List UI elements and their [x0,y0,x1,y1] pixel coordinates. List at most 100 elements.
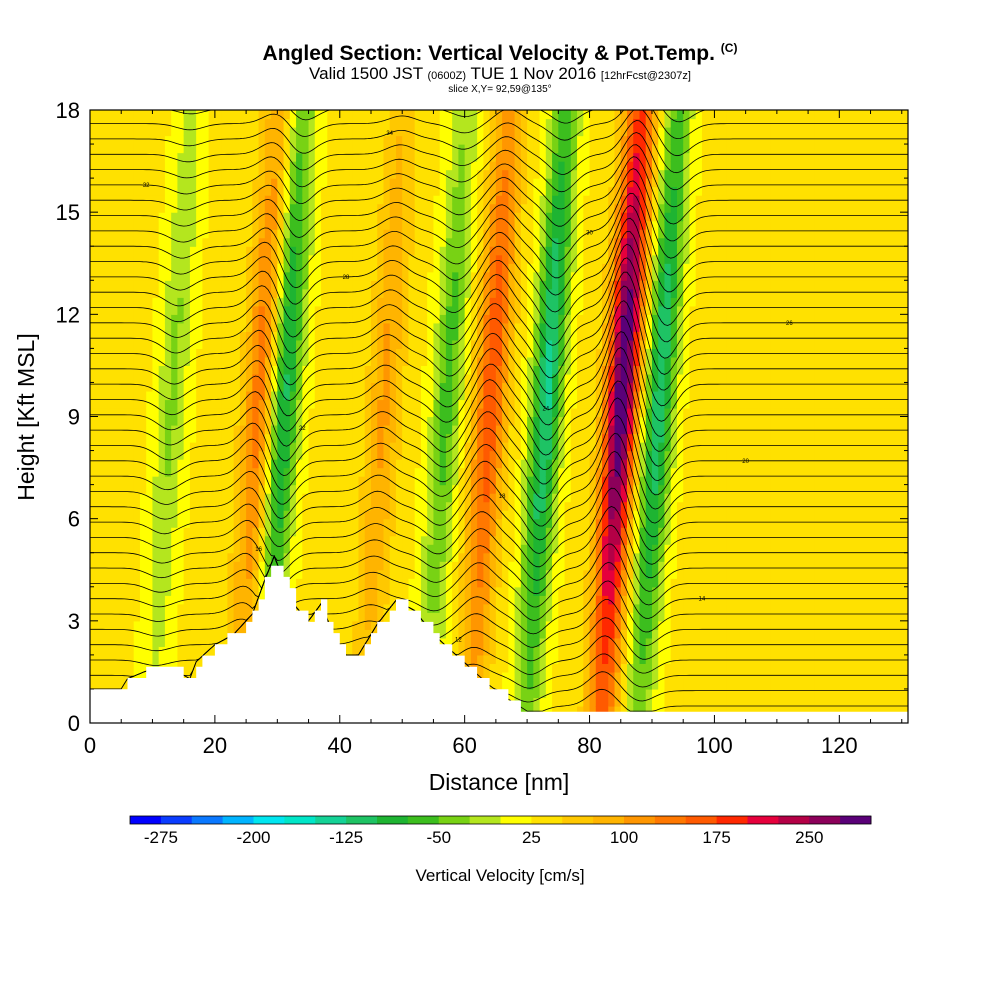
velocity-cell [433,178,441,188]
velocity-cell [252,442,260,452]
velocity-cell [139,135,147,145]
velocity-cell [189,544,197,554]
velocity-cell [246,152,253,162]
velocity-cell [333,595,341,605]
velocity-cell [202,169,210,179]
velocity-cell [283,186,291,196]
velocity-cell [452,195,460,205]
velocity-cell [289,280,297,290]
velocity-cell [495,348,503,358]
velocity-cell [102,680,110,690]
velocity-cell [214,254,222,264]
velocity-cell [458,390,466,401]
velocity-cell [90,331,97,341]
velocity-cell [296,578,303,588]
velocity-cell [383,152,391,162]
velocity-cell [90,339,97,349]
velocity-cell [96,450,104,460]
velocity-cell [289,339,297,349]
velocity-cell [395,271,403,281]
velocity-cell [121,416,129,426]
velocity-cell [121,203,129,213]
velocity-cell [146,195,154,205]
velocity-cell [458,127,466,137]
velocity-cell [252,373,260,384]
velocity-cell [158,425,166,435]
velocity-cell [133,620,141,630]
velocity-cell [208,399,216,409]
velocity-cell [177,254,185,264]
velocity-cell [433,476,441,486]
velocity-cell [339,612,347,622]
velocity-cell [108,561,116,571]
velocity-cell [395,186,403,196]
velocity-cell [489,569,497,579]
velocity-cell [483,356,491,367]
velocity-cell [221,203,228,213]
velocity-cell [370,510,378,520]
velocity-cell [445,356,453,367]
velocity-cell [189,144,197,154]
velocity-cell [383,561,391,571]
velocity-cell [352,305,360,315]
velocity-cell [395,382,403,392]
velocity-cell [96,459,104,469]
velocity-cell [383,569,391,579]
velocity-cell [221,118,228,128]
velocity-cell [133,416,141,426]
velocity-cell [121,229,129,239]
velocity-cell [214,629,222,639]
velocity-cell [202,399,210,409]
velocity-cell [470,254,478,264]
velocity-cell [283,288,291,298]
velocity-cell [402,484,410,494]
velocity-cell [477,305,484,315]
velocity-cell [364,578,372,588]
velocity-cell [152,135,160,145]
velocity-cell [258,297,266,307]
velocity-cell [114,518,122,528]
velocity-cell [221,425,228,435]
velocity-cell [133,314,141,324]
velocity-cell [495,254,503,264]
velocity-cell [208,118,216,128]
velocity-cell [452,544,460,554]
velocity-cell [402,578,410,588]
velocity-cell [96,356,104,367]
velocity-cell [146,450,154,460]
velocity-cell [370,169,378,179]
velocity-cell [214,356,222,367]
velocity-cell [339,246,347,256]
velocity-cell [389,382,397,392]
velocity-cell [339,169,347,179]
velocity-cell [452,169,460,179]
velocity-cell [477,237,484,247]
velocity-cell [233,603,241,613]
velocity-cell [221,518,228,528]
velocity-cell [296,118,303,128]
velocity-cell [464,127,472,137]
velocity-cell [139,390,147,401]
velocity-cell [90,263,97,273]
velocity-cell [164,493,172,503]
velocity-cell [90,365,97,375]
velocity-cell [164,110,172,120]
velocity-cell [420,578,428,588]
velocity-cell [377,127,385,137]
velocity-cell [427,144,435,154]
velocity-cell [333,297,341,307]
velocity-cell [358,254,366,264]
velocity-cell [189,442,197,452]
velocity-cell [121,586,129,596]
velocity-cell [489,348,497,358]
velocity-cell [333,161,341,171]
velocity-cell [114,356,122,367]
velocity-cell [139,663,147,673]
velocity-cell [502,680,509,690]
velocity-cell [108,161,116,171]
velocity-cell [483,493,491,503]
velocity-cell [483,263,491,273]
velocity-cell [433,544,441,554]
velocity-cell [308,442,316,452]
velocity-cell [302,186,310,196]
